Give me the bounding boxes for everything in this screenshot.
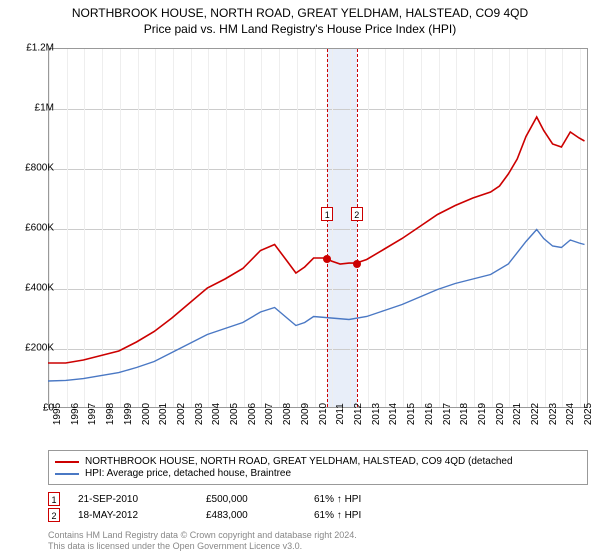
x-axis-label: 2011 <box>335 403 346 425</box>
x-axis-label: 2012 <box>353 403 364 425</box>
x-axis-label: 2025 <box>583 403 594 425</box>
chart-plot-area: 12 <box>48 48 588 408</box>
x-axis-label: 2007 <box>264 403 275 425</box>
footer-line2: This data is licensed under the Open Gov… <box>48 541 357 552</box>
y-axis-label: £200K <box>25 343 54 354</box>
x-axis-label: 1999 <box>123 403 134 425</box>
transaction-date: 21-SEP-2010 <box>78 494 188 505</box>
x-axis-label: 2016 <box>424 403 435 425</box>
transaction-price: £483,000 <box>206 510 296 521</box>
transaction-row: 2 18-MAY-2012 £483,000 61% ↑ HPI <box>48 508 588 522</box>
x-axis-label: 2001 <box>158 403 169 425</box>
x-axis-label: 2022 <box>530 403 541 425</box>
transaction-row-marker: 2 <box>48 508 60 522</box>
y-axis-label: £600K <box>25 223 54 234</box>
footer-line1: Contains HM Land Registry data © Crown c… <box>48 530 357 541</box>
x-axis-label: 1998 <box>105 403 116 425</box>
series-line-property <box>48 117 585 363</box>
transaction-row: 1 21-SEP-2010 £500,000 61% ↑ HPI <box>48 492 588 506</box>
x-axis-label: 2009 <box>300 403 311 425</box>
x-axis-label: 2014 <box>388 403 399 425</box>
legend-row-property: NORTHBROOK HOUSE, NORTH ROAD, GREAT YELD… <box>55 456 581 467</box>
series-line-hpi <box>48 230 585 382</box>
x-axis-label: 2023 <box>548 403 559 425</box>
x-axis-label: 2020 <box>495 403 506 425</box>
x-axis-label: 2005 <box>229 403 240 425</box>
chart-legend: NORTHBROOK HOUSE, NORTH ROAD, GREAT YELD… <box>48 450 588 485</box>
transaction-hpi: 61% ↑ HPI <box>314 494 404 505</box>
x-axis-label: 1996 <box>70 403 81 425</box>
y-axis-label: £1.2M <box>26 43 54 54</box>
legend-row-hpi: HPI: Average price, detached house, Brai… <box>55 468 581 479</box>
x-axis-label: 2000 <box>141 403 152 425</box>
x-axis-label: 2015 <box>406 403 417 425</box>
x-axis-label: 2002 <box>176 403 187 425</box>
transaction-price: £500,000 <box>206 494 296 505</box>
y-axis-label: £800K <box>25 163 54 174</box>
chart-title-address: NORTHBROOK HOUSE, NORTH ROAD, GREAT YELD… <box>0 6 600 20</box>
x-axis-label: 2004 <box>211 403 222 425</box>
transaction-row-marker: 1 <box>48 492 60 506</box>
legend-swatch-hpi <box>55 473 79 475</box>
y-axis-label: £1M <box>35 103 54 114</box>
x-axis-label: 2006 <box>247 403 258 425</box>
x-axis-label: 2008 <box>282 403 293 425</box>
x-axis-label: 2017 <box>442 403 453 425</box>
x-axis-label: 2024 <box>565 403 576 425</box>
x-axis-label: 2021 <box>512 403 523 425</box>
chart-footer: Contains HM Land Registry data © Crown c… <box>48 530 357 553</box>
x-axis-label: 1997 <box>87 403 98 425</box>
chart-svg <box>48 48 588 408</box>
transaction-date: 18-MAY-2012 <box>78 510 188 521</box>
legend-swatch-property <box>55 461 79 463</box>
chart-subtitle: Price paid vs. HM Land Registry's House … <box>0 22 600 36</box>
x-axis-label: 1995 <box>52 403 63 425</box>
legend-label-property: NORTHBROOK HOUSE, NORTH ROAD, GREAT YELD… <box>85 456 513 467</box>
y-axis-label: £400K <box>25 283 54 294</box>
x-axis-label: 2003 <box>194 403 205 425</box>
x-axis-label: 2010 <box>318 403 329 425</box>
x-axis-label: 2019 <box>477 403 488 425</box>
legend-label-hpi: HPI: Average price, detached house, Brai… <box>85 468 291 479</box>
x-axis-label: 2013 <box>371 403 382 425</box>
transaction-table: 1 21-SEP-2010 £500,000 61% ↑ HPI 2 18-MAY-201… <box>48 490 588 524</box>
transaction-hpi: 61% ↑ HPI <box>314 510 404 521</box>
x-axis-label: 2018 <box>459 403 470 425</box>
